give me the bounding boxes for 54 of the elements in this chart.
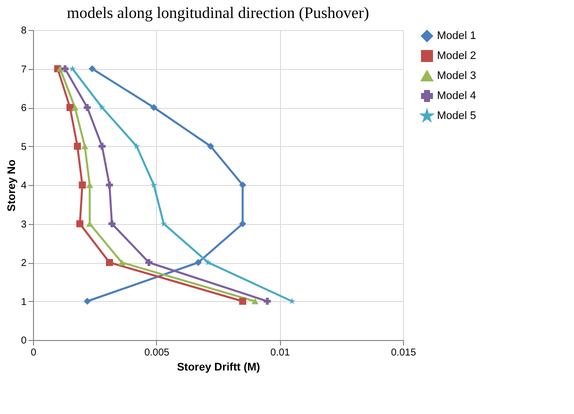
point: [108, 220, 116, 228]
y-tick-label: 8: [20, 26, 27, 36]
point: [74, 142, 81, 150]
point: [239, 220, 246, 228]
point: [69, 65, 76, 72]
point: [84, 104, 91, 112]
point: [78, 181, 86, 189]
point: [239, 298, 246, 305]
point: [106, 181, 114, 189]
chart-title: models along longitudinal direction (Pushover): [66, 5, 370, 22]
point: [194, 258, 202, 266]
point: [56, 66, 64, 72]
y-tick-label: 5: [20, 142, 27, 153]
point: [86, 182, 94, 188]
point: [239, 181, 246, 189]
x-axis-title: Storey Driftt (M): [176, 362, 260, 374]
point: [76, 220, 84, 228]
legend-label: Model 3: [437, 70, 476, 82]
y-tick-label: 1: [20, 296, 27, 308]
point: [204, 258, 212, 266]
point: [288, 298, 296, 304]
x-tick-label: 0.005: [144, 348, 170, 358]
point: [81, 143, 88, 150]
point: [88, 65, 96, 72]
legend-label: Model 1: [437, 30, 476, 42]
legend-label: Model 2: [437, 50, 476, 62]
x-tick-label: 0: [30, 348, 37, 358]
point: [133, 142, 140, 150]
y-tick-label: 4: [20, 180, 27, 192]
point: [264, 298, 271, 305]
y-axis-title: Storey No: [6, 159, 18, 212]
point: [98, 142, 106, 150]
y-tick-label: 3: [20, 219, 27, 230]
point: [251, 298, 259, 304]
point: [71, 104, 78, 111]
point: [118, 259, 126, 266]
x-tick-label: 0.015: [390, 348, 416, 358]
point: [106, 258, 113, 266]
x-tick-label: 0.01: [270, 348, 290, 358]
point: [66, 104, 74, 112]
point: [84, 298, 91, 305]
y-tick-label: 0: [20, 336, 27, 346]
y-tick-label: 2: [20, 258, 27, 269]
point: [160, 220, 168, 227]
point: [150, 181, 158, 188]
legend-label: Model 5: [437, 110, 476, 122]
point: [145, 258, 152, 266]
point: [150, 104, 158, 112]
point: [62, 65, 69, 72]
legend-label: Model 4: [437, 90, 476, 102]
y-tick-label: 6: [20, 103, 27, 114]
y-tick-label: 7: [20, 64, 27, 76]
point: [98, 104, 106, 110]
point: [207, 142, 214, 150]
